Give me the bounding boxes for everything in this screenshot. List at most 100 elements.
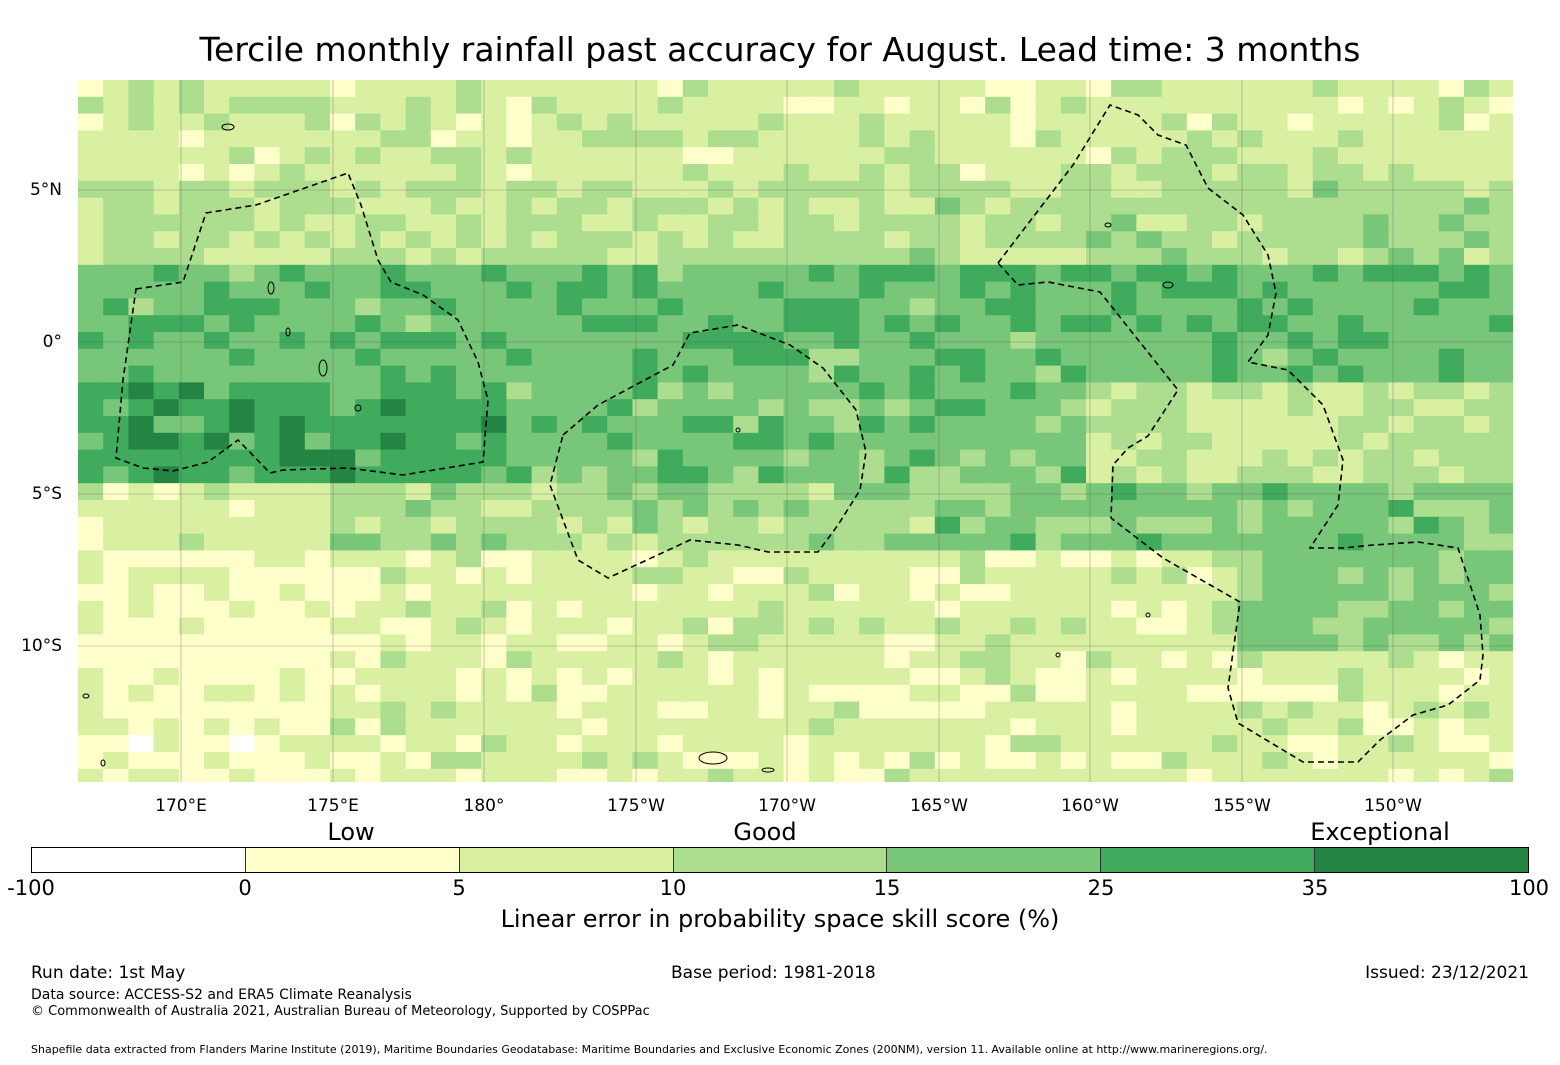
skill-cell [78, 634, 104, 652]
skill-cell [733, 516, 759, 535]
skill-cell [1212, 264, 1238, 283]
skill-cell [1438, 735, 1465, 753]
skill-cell [1464, 164, 1490, 182]
skill-cell [330, 281, 356, 299]
skill-cell [128, 584, 155, 602]
skill-cell [430, 315, 457, 333]
skill-cell [556, 382, 583, 400]
skill-cell [1237, 701, 1263, 719]
skill-cell [1161, 348, 1188, 367]
skill-cell [506, 500, 533, 518]
skill-cell [632, 432, 659, 451]
skill-cell [355, 382, 381, 400]
skill-cell [1010, 281, 1037, 299]
skill-cell [909, 516, 936, 535]
skill-cell [279, 147, 306, 165]
skill-cell [1338, 466, 1364, 484]
skill-cell [330, 365, 356, 383]
skill-cell [682, 617, 709, 635]
skill-cell [834, 718, 860, 736]
skill-cell [1262, 96, 1289, 115]
skill-cell [1212, 516, 1238, 535]
skill-cell [783, 483, 810, 501]
skill-cell [632, 348, 659, 367]
skill-cell [1338, 432, 1364, 451]
skill-cell [1262, 533, 1289, 551]
skill-cell [1212, 718, 1238, 736]
skill-cell [128, 147, 155, 165]
skill-cell [808, 651, 835, 669]
skill-cell [254, 735, 281, 753]
skill-cell [1212, 348, 1238, 367]
skill-cell [481, 600, 507, 619]
skill-cell [405, 382, 432, 400]
skill-cell [481, 281, 507, 299]
skill-cell [1161, 231, 1188, 249]
skill-cell [1338, 768, 1364, 782]
skill-cell [1287, 651, 1314, 669]
skill-cell [1212, 651, 1238, 669]
skill-cell [1010, 315, 1037, 333]
skill-cell [960, 718, 986, 736]
skill-cell [884, 416, 911, 434]
skill-cell [682, 466, 709, 484]
shapefile-credit: Shapefile data extracted from Flanders M… [31, 1043, 1268, 1056]
skill-cell [456, 231, 482, 249]
skill-cell [708, 768, 734, 782]
skill-cell [355, 634, 381, 652]
skill-cell [1186, 634, 1213, 652]
skill-cell [632, 382, 659, 400]
skill-cell [1086, 214, 1112, 232]
skill-cell [128, 197, 155, 215]
skill-cell [1186, 180, 1213, 199]
skill-cell [859, 214, 885, 232]
skill-cell [279, 466, 306, 484]
skill-cell [834, 500, 860, 518]
skill-cell [103, 735, 129, 753]
skill-cell [1186, 684, 1213, 703]
skill-cell [708, 147, 734, 165]
skill-cell [1035, 248, 1062, 266]
skill-cell [178, 533, 205, 551]
skill-cell [178, 466, 205, 484]
skill-cell [834, 80, 860, 98]
skill-cell [128, 281, 155, 299]
skill-cell [960, 348, 986, 367]
skill-cell [1312, 432, 1339, 451]
skill-cell [355, 248, 381, 266]
skill-cell [758, 550, 785, 568]
skill-cell [128, 651, 155, 669]
skill-cell [859, 96, 885, 115]
skill-cell [178, 96, 205, 115]
skill-cell [859, 298, 885, 316]
skill-cell [1262, 130, 1289, 148]
skill-cell [582, 96, 608, 115]
skill-cell [1388, 214, 1415, 232]
skill-cell [1489, 298, 1513, 316]
skill-cell [582, 332, 608, 350]
skill-cell [380, 684, 407, 703]
skill-cell [1136, 752, 1163, 770]
skill-cell [1338, 684, 1364, 703]
skill-cell [985, 617, 1011, 635]
skill-cell [506, 752, 533, 770]
skill-cell [1136, 130, 1163, 148]
skill-cell [1136, 550, 1163, 568]
skill-cell [783, 768, 810, 782]
skill-cell [254, 432, 281, 451]
skill-cell [103, 113, 129, 131]
skill-cell [1111, 550, 1137, 568]
skill-cell [330, 651, 356, 669]
skill-cell [279, 768, 306, 782]
skill-cell [1086, 584, 1112, 602]
skill-cell [279, 701, 306, 719]
skill-cell [1136, 449, 1163, 467]
skill-cell [783, 600, 810, 619]
skill-cell [1010, 550, 1037, 568]
skill-cell [808, 315, 835, 333]
skill-cell [657, 197, 684, 215]
skill-cell [1237, 684, 1263, 703]
skill-cell [607, 634, 633, 652]
skill-cell [1489, 113, 1513, 131]
skill-cell [1287, 466, 1314, 484]
